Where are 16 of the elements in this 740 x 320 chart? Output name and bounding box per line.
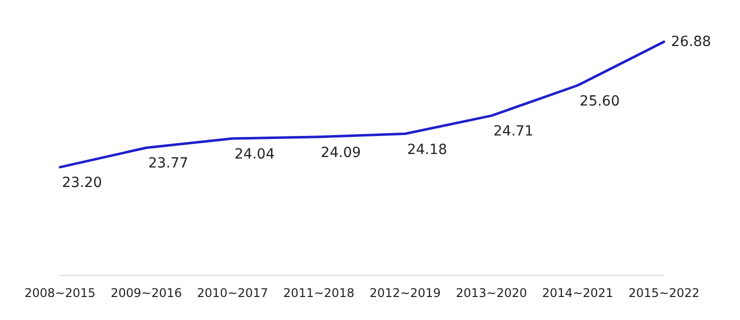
- x-tick-label: 2011~2018: [283, 286, 354, 300]
- data-label: 24.18: [407, 142, 448, 158]
- x-tick-label: 2012~2019: [370, 286, 441, 300]
- x-tick-label: 2013~2020: [456, 286, 527, 300]
- data-label: 24.04: [234, 146, 275, 163]
- data-label: 23.77: [148, 156, 188, 172]
- x-tick-label: 2010~2017: [197, 286, 268, 300]
- data-label: 23.20: [62, 175, 102, 192]
- x-tick-label: 2009~2016: [110, 286, 182, 300]
- x-tick-label: 2015~2022: [628, 286, 700, 300]
- data-label: 25.60: [580, 93, 620, 110]
- data-label: 26.88: [671, 34, 712, 50]
- data-label: 24.71: [493, 124, 534, 140]
- data-label: 24.09: [320, 144, 361, 161]
- x-tick-label: 2008~2015: [24, 286, 96, 300]
- x-tick-label: 2014~2021: [542, 286, 614, 300]
